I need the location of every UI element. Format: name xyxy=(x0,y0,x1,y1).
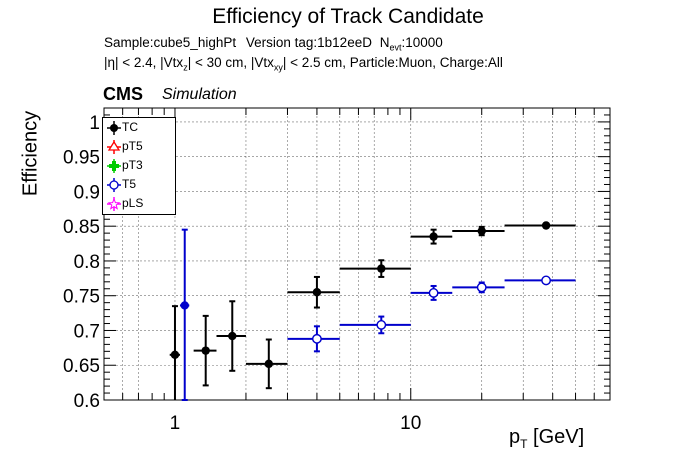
y-axis-label: Efficiency xyxy=(19,110,42,197)
t5-point xyxy=(376,320,387,330)
legend-item-pt5: pT5 xyxy=(107,138,173,156)
tc-point xyxy=(170,350,180,360)
legend-item-tc: TC xyxy=(107,119,173,137)
tc-point xyxy=(312,288,322,297)
t5-point xyxy=(312,333,322,344)
tc-point xyxy=(541,221,551,230)
chart-title: Efficiency of Track Candidate xyxy=(212,5,484,28)
tc-point xyxy=(264,359,273,369)
tc-point xyxy=(477,226,486,236)
nevt-n: N xyxy=(379,35,390,50)
legend-item-t5: T5 xyxy=(107,176,173,194)
nevt-value: :10000 xyxy=(401,35,443,50)
cms-label: CMS xyxy=(103,84,143,104)
sample-label: Sample:cube5_highPt xyxy=(104,35,237,50)
cut-z-sub: z xyxy=(183,62,188,73)
y-tick-label: 0.85 xyxy=(63,217,100,238)
open-star-icon xyxy=(107,197,121,211)
x-tick-label: 10 xyxy=(400,413,421,434)
cut-xy-sub: xy xyxy=(273,62,283,73)
nevt-label: Nevt:10000 xyxy=(379,35,443,53)
cut-mid: | < 30 cm, |Vtx xyxy=(187,55,274,70)
tc-point xyxy=(228,331,237,341)
legend-label-tc: TC xyxy=(122,120,138,134)
legend-label-pt5: pT5 xyxy=(122,139,143,153)
x-axis-unit: [GeV] xyxy=(527,426,585,448)
legend-label-pt3: pT3 xyxy=(122,158,143,172)
y-tick-label: 1 xyxy=(89,113,100,134)
t5-point xyxy=(476,282,487,293)
x-axis-sub: T xyxy=(520,437,528,451)
t5-point xyxy=(180,301,189,310)
open-triangle-icon xyxy=(107,140,121,154)
y-tick-label: 0.9 xyxy=(74,182,100,203)
x-axis-p: p xyxy=(509,426,521,448)
t5-point xyxy=(428,288,439,298)
filled-circle-icon xyxy=(107,121,121,135)
plot-frame xyxy=(103,107,611,401)
x-tick-label: 1 xyxy=(170,413,181,434)
y-tick-label: 0.75 xyxy=(63,287,100,308)
t5-point xyxy=(541,275,551,286)
simulation-label: Simulation xyxy=(162,86,237,103)
info-line-1: Sample:cube5_highPt Version tag:1b12eeD … xyxy=(104,35,443,53)
legend-label-t5: T5 xyxy=(122,177,137,191)
filled-cross-icon xyxy=(107,159,121,173)
nevt-sub: evt xyxy=(389,42,402,53)
tc-point xyxy=(201,346,210,355)
x-axis-label: pT [GeV] xyxy=(509,426,584,451)
y-tick-label: 0.95 xyxy=(63,148,100,169)
legend-item-pls: pLS xyxy=(107,195,173,213)
y-tick-label: 0.6 xyxy=(74,391,100,412)
open-circle-icon xyxy=(107,178,121,192)
info-line-2: |η| < 2.4, |Vtxz| < 30 cm, |Vtxxy| < 2.5… xyxy=(104,55,503,73)
legend: TC pT5 pT3 T5 pLS xyxy=(102,117,176,215)
tc-point xyxy=(377,264,386,273)
version-label: Version tag:1b12eeD xyxy=(245,35,372,50)
legend-item-pt3: pT3 xyxy=(107,157,173,175)
y-tick-label: 0.7 xyxy=(74,321,100,342)
tc-point xyxy=(429,232,438,241)
cut-eta: |η| < 2.4, |Vtx xyxy=(104,55,184,70)
y-tick-label: 0.8 xyxy=(74,252,100,273)
legend-label-pls: pLS xyxy=(122,196,144,210)
cut-rest: | < 2.5 cm, Particle:Muon, Charge:All xyxy=(282,55,503,70)
y-tick-label: 0.65 xyxy=(63,356,100,377)
